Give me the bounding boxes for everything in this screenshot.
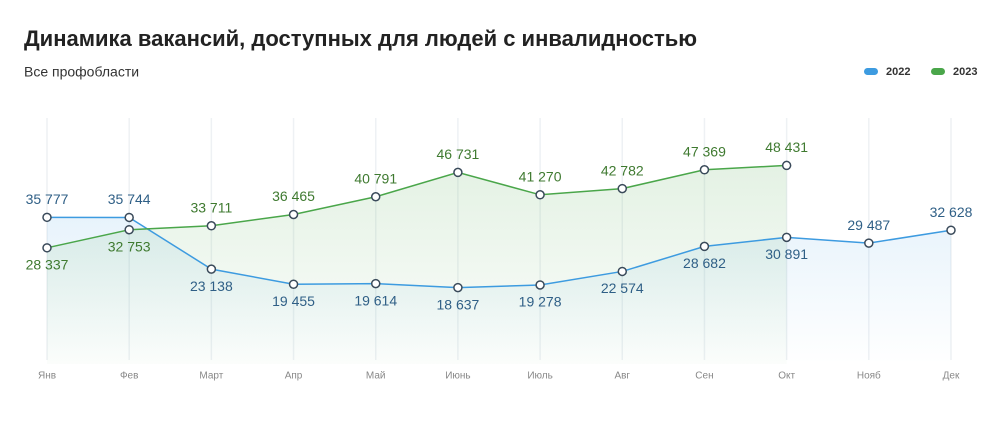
point	[617, 183, 628, 194]
point	[206, 221, 217, 231]
chart-subtitle: Все профобласти	[24, 64, 139, 80]
data-label: 46 731	[436, 146, 479, 162]
point	[42, 243, 52, 253]
x-tick-label: Апр	[285, 371, 303, 382]
data-label: 28 337	[26, 257, 69, 273]
point	[864, 238, 874, 248]
point	[535, 280, 545, 290]
point	[617, 266, 628, 277]
point	[699, 165, 710, 175]
data-label: 28 682	[683, 255, 726, 271]
data-label: 32 628	[930, 204, 973, 220]
data-label: 36 465	[272, 188, 315, 204]
x-tick-label: Окт	[778, 371, 795, 382]
x-tick-label: Март	[199, 371, 223, 382]
point	[42, 212, 52, 223]
data-label: 47 369	[683, 143, 726, 159]
x-tick-label: Июль	[527, 371, 553, 382]
point	[453, 167, 463, 178]
x-tick-label: Янв	[38, 371, 56, 382]
data-label: 42 782	[601, 162, 644, 178]
point	[781, 232, 792, 243]
point	[288, 209, 299, 220]
data-label: 30 891	[765, 246, 808, 262]
x-tick-label: Нояб	[857, 370, 881, 382]
data-label: 40 791	[354, 170, 397, 186]
data-label: 18 637	[436, 296, 479, 312]
x-tick-label: Авг	[614, 371, 630, 382]
point	[535, 190, 545, 200]
point	[124, 224, 134, 235]
area	[47, 165, 787, 364]
point	[699, 241, 710, 252]
data-label: 35 777	[26, 191, 69, 207]
point	[781, 160, 792, 171]
data-label: 19 614	[354, 292, 397, 308]
x-tick-label: Май	[366, 371, 386, 382]
x-tick-label: Дек	[943, 371, 960, 382]
data-label: 41 270	[519, 168, 562, 184]
data-label: 33 711	[190, 199, 232, 215]
data-label: 29 487	[847, 217, 890, 233]
x-tick-label: Фев	[120, 371, 138, 382]
legend-marker	[864, 68, 878, 75]
point	[288, 279, 299, 289]
x-tick-label: Сен	[695, 371, 713, 382]
line	[46, 216, 952, 289]
data-label: 23 138	[190, 278, 233, 294]
data-label: 19 278	[519, 294, 562, 310]
legend-marker	[931, 68, 945, 75]
data-label: 32 753	[108, 238, 151, 254]
legend-label: 2022	[886, 66, 910, 78]
data-label: 19 455	[272, 293, 315, 309]
chart-title: Динамика вакансий, доступных для людей с…	[24, 26, 697, 51]
x-tick-label: Июнь	[445, 371, 470, 382]
point	[946, 225, 956, 235]
point	[206, 264, 217, 274]
data-label: 22 574	[601, 280, 644, 296]
point	[370, 192, 381, 202]
point	[453, 282, 463, 293]
point	[370, 278, 381, 289]
legend-label: 2023	[953, 66, 977, 78]
point	[124, 212, 134, 223]
data-label: 48 431	[765, 139, 808, 155]
data-label: 35 744	[108, 191, 151, 207]
line	[46, 164, 787, 249]
